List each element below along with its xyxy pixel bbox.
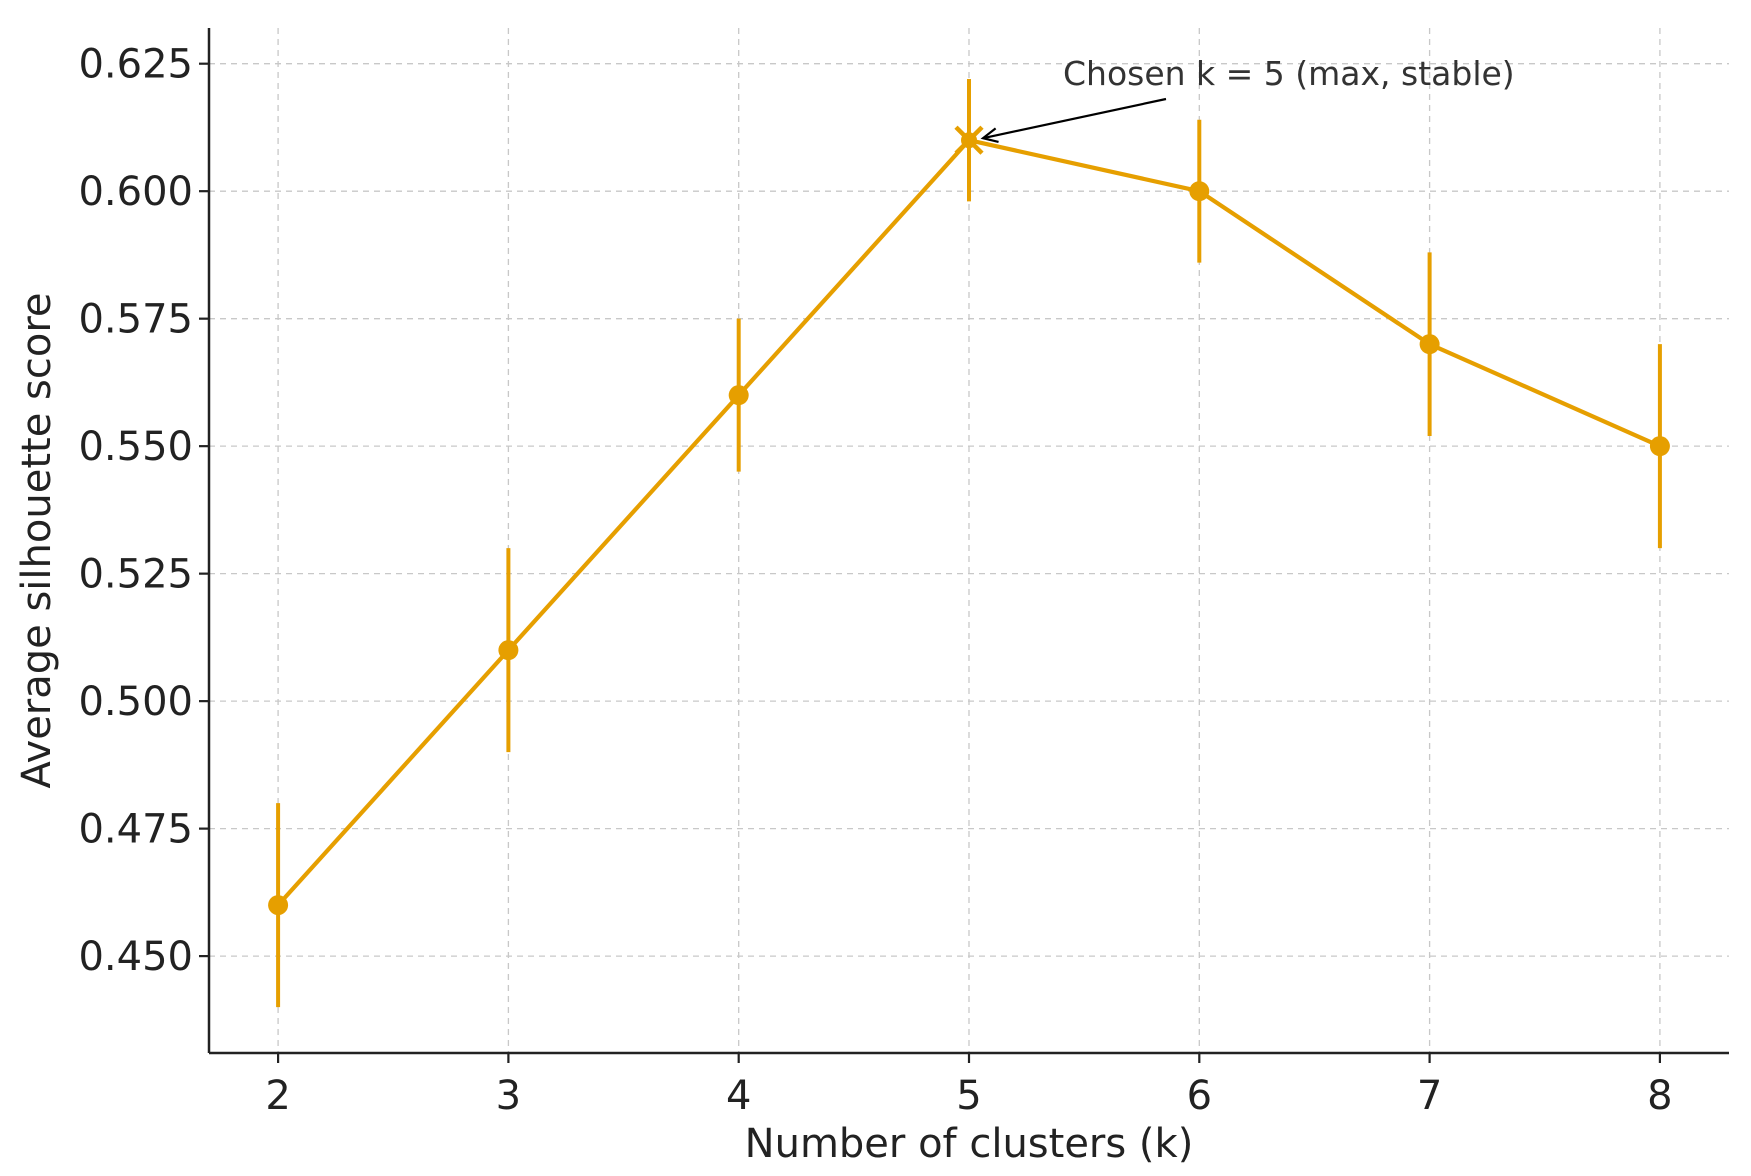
y-tick-label: 0.550 (78, 424, 193, 470)
y-tick-label: 0.600 (78, 169, 193, 215)
y-tick-label: 0.475 (78, 807, 193, 853)
y-axis-label: Average silhouette score (14, 293, 60, 789)
data-point (728, 385, 749, 406)
x-tick-label: 2 (265, 1073, 290, 1119)
series (268, 78, 1670, 1008)
data-point (1189, 181, 1210, 202)
x-axis-label: Number of clusters (k) (745, 1121, 1194, 1167)
highlight-center (961, 132, 977, 149)
data-point (1419, 334, 1440, 355)
x-tick-label: 8 (1647, 1073, 1672, 1119)
y-tick-label: 0.450 (78, 934, 193, 980)
x-tick-label: 6 (1187, 1073, 1212, 1119)
data-point (268, 895, 289, 916)
annotation: Chosen k = 5 (max, stable) (980, 54, 1515, 144)
y-tick-label: 0.625 (78, 42, 193, 88)
y-tick-label: 0.500 (78, 679, 193, 725)
ticks: 0.450 0.475 0.500 0.525 0.550 0.575 0.600 0.625… (78, 42, 1672, 1119)
annotation-text: Chosen k = 5 (max, stable) (1063, 54, 1515, 93)
y-tick-label: 0.525 (78, 552, 193, 598)
x-tick-label: 7 (1417, 1073, 1442, 1119)
annotation-arrowhead (980, 127, 999, 144)
y-tick-label: 0.575 (78, 297, 193, 343)
x-tick-label: 3 (496, 1073, 521, 1119)
x-tick-label: 4 (726, 1073, 751, 1119)
data-point (498, 640, 519, 661)
annotation-arrow (982, 97, 1167, 140)
highlight-marker (954, 125, 984, 155)
data-point (1649, 436, 1670, 457)
x-tick-label: 5 (956, 1073, 981, 1119)
